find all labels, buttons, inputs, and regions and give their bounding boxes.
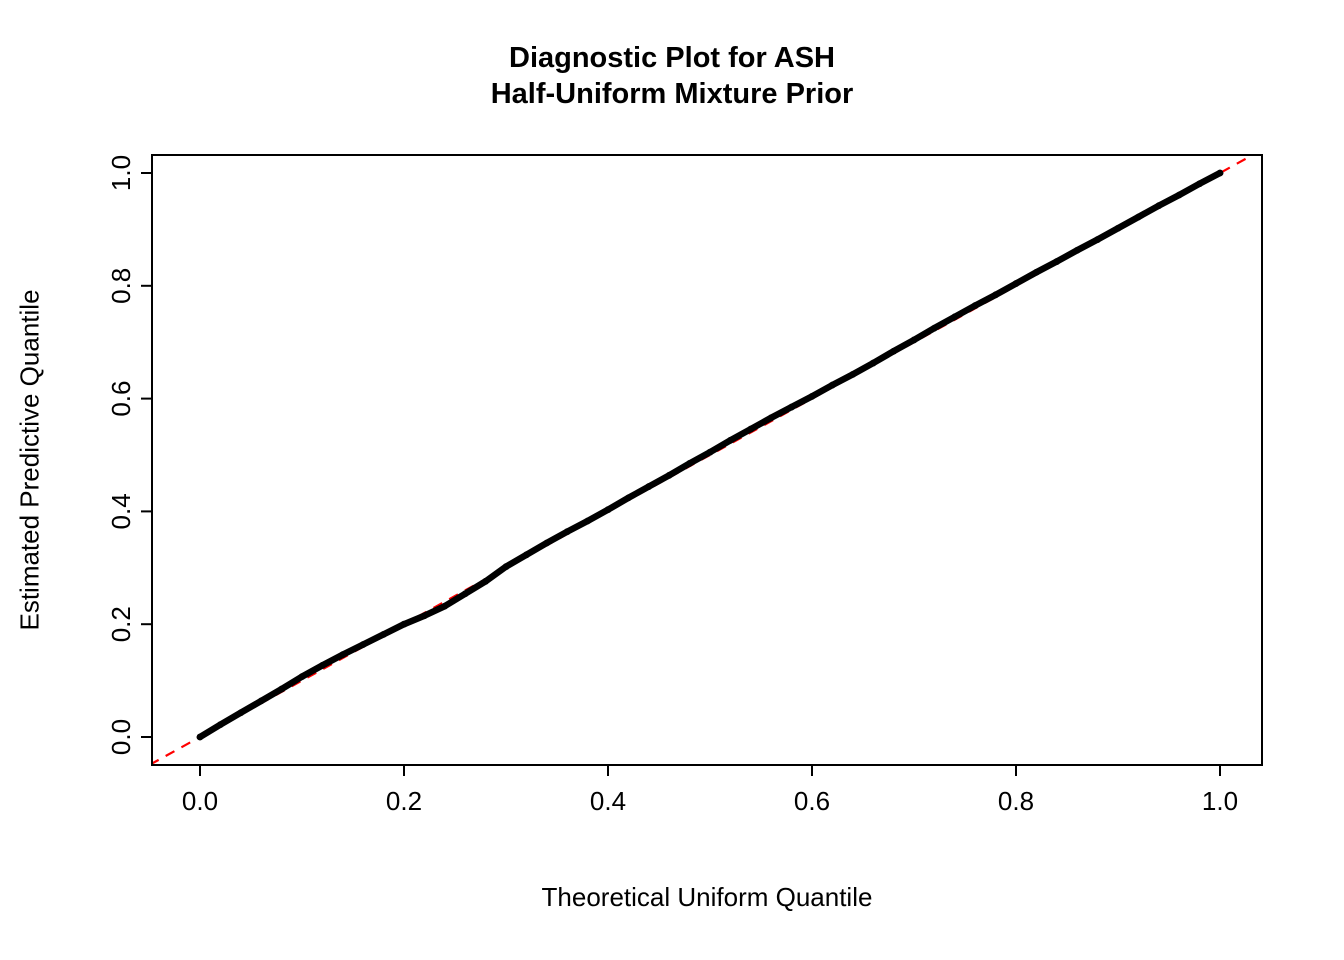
data-point (482, 577, 489, 585)
data-point (1216, 169, 1224, 177)
x-axis-tick-label: 1.0 (1202, 786, 1238, 816)
data-point (931, 324, 938, 332)
data-point (910, 336, 918, 344)
data-point (421, 612, 428, 620)
data-point (359, 641, 367, 648)
data-point (665, 471, 673, 479)
data-point (829, 381, 836, 389)
x-axis-title: Theoretical Uniform Quantile (0, 882, 1344, 913)
data-point (1073, 246, 1081, 254)
y-axis-tick-label: 1.0 (106, 155, 136, 191)
data-point (1053, 258, 1061, 265)
data-point (461, 590, 469, 598)
data-point (563, 528, 571, 536)
chart-title-line-2: Half-Uniform Mixture Prior (490, 78, 854, 111)
data-point (625, 494, 632, 502)
chart-title: Diagnostic Plot for ASH Half-Uniform Mix… (0, 40, 1344, 113)
data-point (951, 313, 959, 321)
data-point (319, 661, 326, 669)
data-point (1196, 180, 1203, 188)
data-point (584, 517, 591, 525)
y-axis-title: Estimated Predictive Quantile (15, 289, 46, 630)
data-point (767, 414, 775, 422)
data-point (217, 721, 224, 728)
data-point (257, 697, 265, 705)
data-point (237, 709, 245, 717)
y-axis-tick-label: 0.6 (106, 381, 136, 417)
reference-identity-line (152, 155, 1255, 765)
data-point (686, 460, 693, 467)
data-point (849, 370, 857, 378)
data-point (1155, 202, 1163, 210)
data-point (339, 651, 347, 659)
x-axis-tick-label: 0.8 (998, 786, 1034, 816)
data-point (298, 673, 306, 681)
y-axis-tick-label: 0.8 (106, 268, 136, 304)
data-point (808, 392, 816, 400)
data-point (747, 425, 755, 433)
data-point (543, 539, 551, 547)
data-point (1012, 280, 1020, 287)
data-point (869, 359, 877, 367)
data-point (788, 403, 795, 411)
data-point (441, 602, 449, 610)
x-axis-tick-label: 0.0 (182, 786, 218, 816)
data-point (992, 291, 999, 299)
x-axis-tick-label: 0.2 (386, 786, 422, 816)
y-axis-tick-label: 0.0 (106, 719, 136, 755)
x-axis-tick-label: 0.4 (590, 786, 626, 816)
y-axis-tick-label: 0.2 (106, 606, 136, 642)
data-point (196, 733, 204, 741)
data-point (400, 620, 408, 628)
data-point (1033, 268, 1040, 276)
data-point (890, 347, 897, 355)
data-point (1114, 224, 1122, 232)
data-point (645, 483, 653, 490)
x-axis-title-text: Theoretical Uniform Quantile (541, 882, 873, 912)
data-point (706, 448, 714, 456)
x-axis-tick-label: 0.6 (794, 786, 830, 816)
data-point (1135, 213, 1142, 221)
y-axis-title-text: Estimated Predictive Quantile (14, 289, 45, 631)
data-point (502, 563, 510, 571)
y-axis-tick-label: 0.4 (106, 493, 136, 529)
data-point (604, 506, 612, 514)
plot-frame (151, 154, 1263, 766)
data-point (971, 302, 979, 309)
data-point (380, 630, 387, 638)
data-point (727, 436, 734, 444)
data-point (523, 551, 530, 559)
data-point (278, 685, 285, 693)
data-point (1094, 236, 1101, 243)
chart-title-line-1: Diagnostic Plot for ASH (509, 42, 835, 74)
data-point (1175, 191, 1183, 199)
